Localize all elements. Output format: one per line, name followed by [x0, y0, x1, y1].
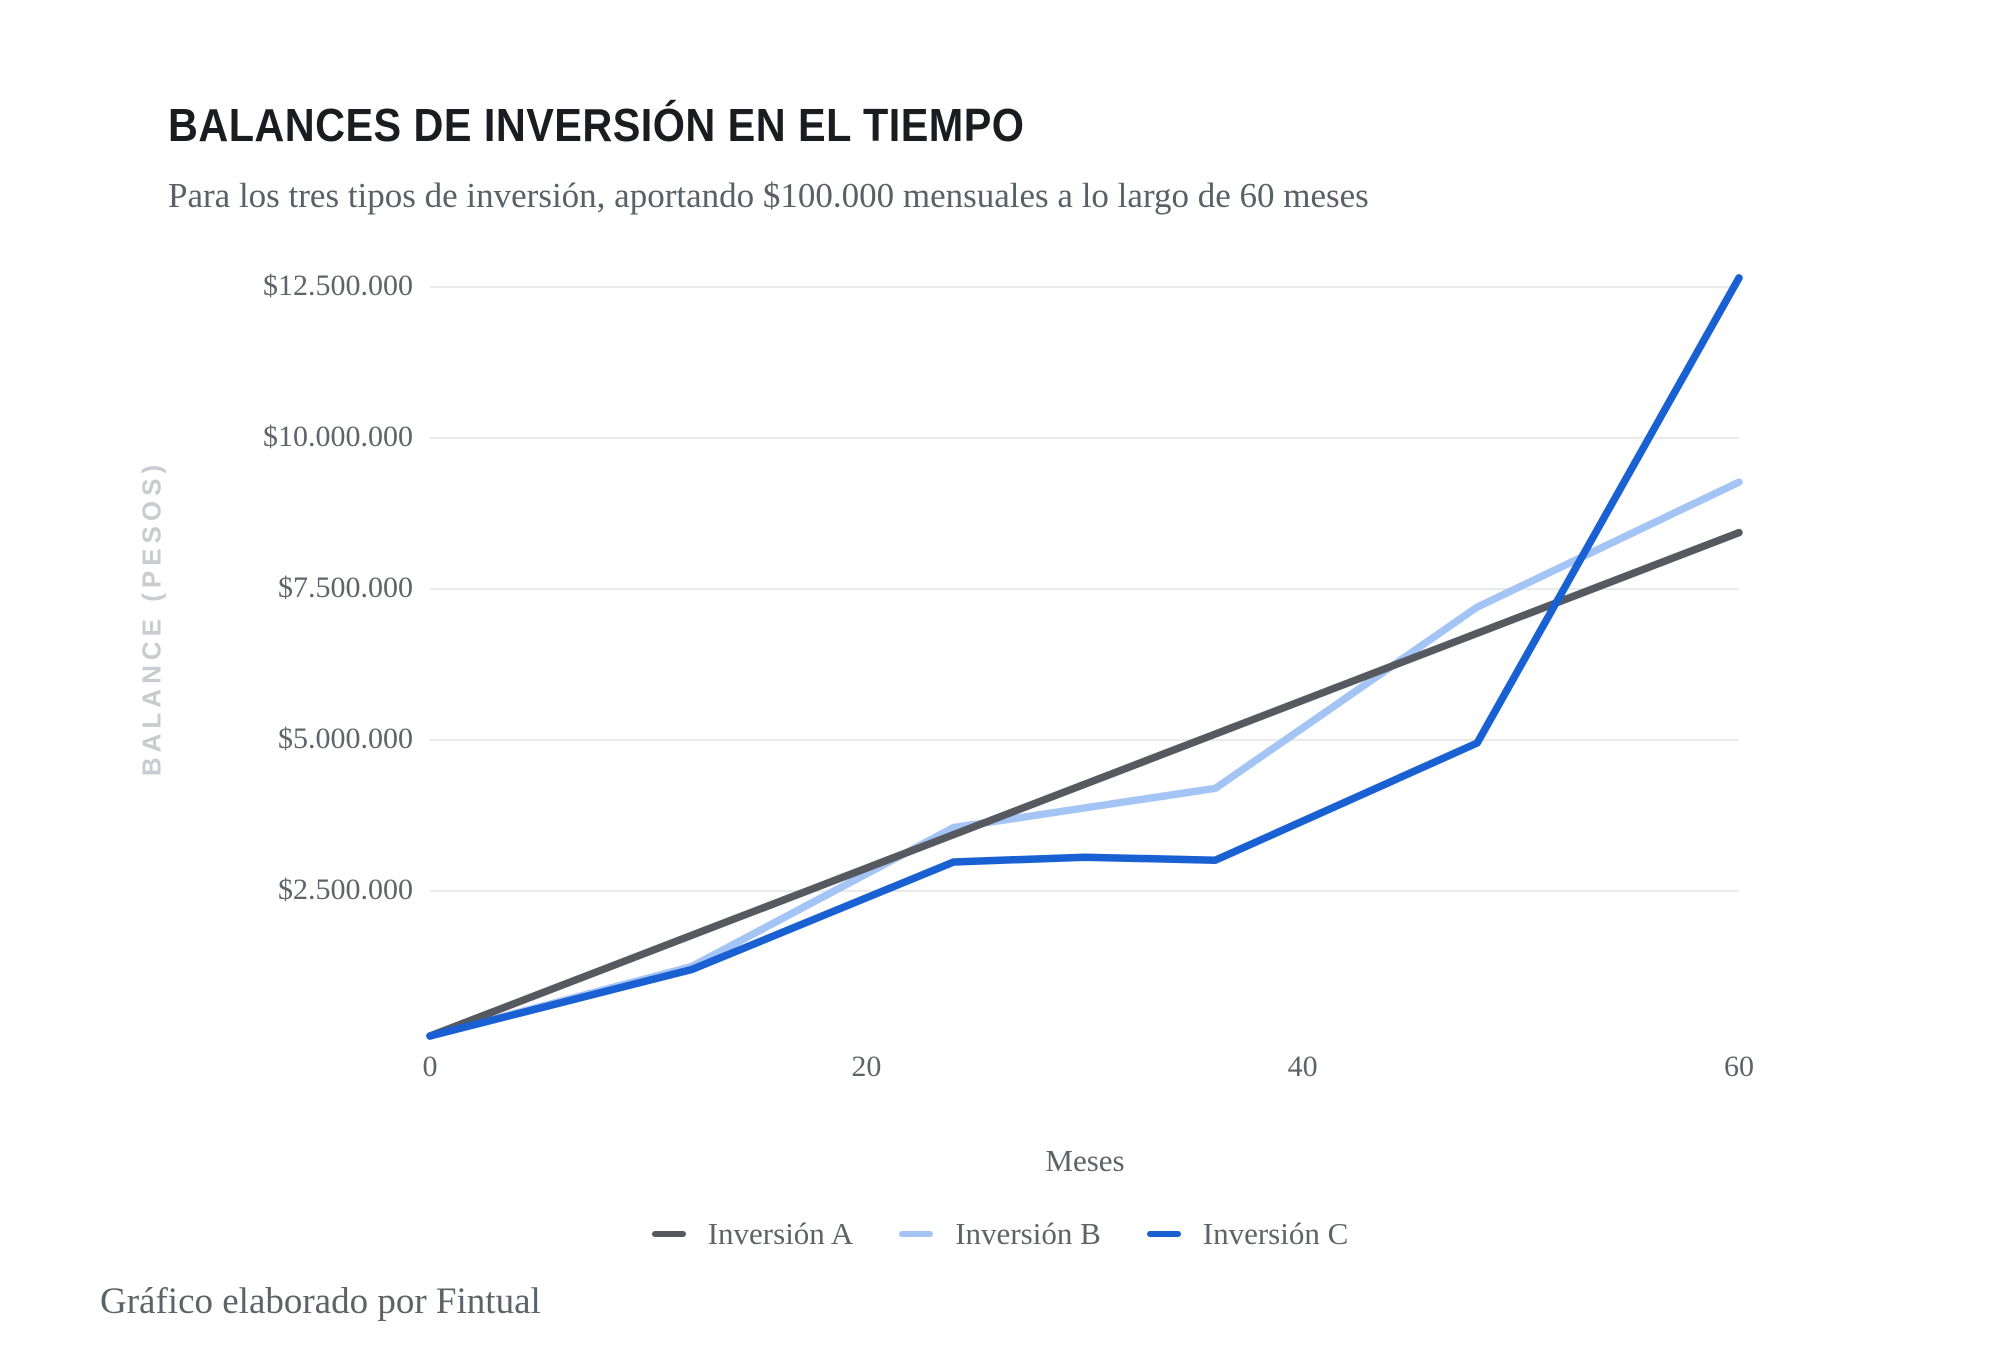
y-tick-label: $12.500.000 — [263, 269, 413, 302]
legend-label: Inversión B — [955, 1216, 1101, 1251]
y-tick-label: $5.000.000 — [278, 722, 413, 755]
legend-item-inversi-n-b: Inversión B — [899, 1216, 1101, 1252]
x-tick-label: 20 — [851, 1050, 882, 1083]
series-line-inversi-n-c — [426, 274, 1743, 1040]
series-line-inversi-n-a — [426, 528, 1743, 1040]
legend-label: Inversión A — [707, 1216, 854, 1251]
x-tick-label: 60 — [1724, 1050, 1754, 1083]
y-tick-label: $10.000.000 — [263, 420, 413, 453]
legend-item-inversi-n-c: Inversión C — [1146, 1216, 1349, 1252]
y-tick-label: $2.500.000 — [278, 873, 413, 906]
y-tick-label: $7.500.000 — [278, 571, 413, 604]
legend: Inversión A Inversión B Inversión C — [0, 1216, 2000, 1252]
x-axis-title: Meses — [1045, 1143, 1125, 1178]
series-line-inversi-n-b — [426, 478, 1743, 1040]
chart-subtitle: Para los tres tipos de inversión, aporta… — [168, 176, 1369, 215]
x-tick-label: 40 — [1287, 1050, 1318, 1083]
legend-item-inversi-n-a: Inversión A — [651, 1216, 854, 1252]
credit-text: Gráfico elaborado por Fintual — [100, 1281, 541, 1322]
chart-title: BALANCES DE INVERSIÓN EN EL TIEMPO — [168, 99, 1025, 151]
legend-label: Inversión C — [1202, 1216, 1349, 1251]
legend-dash-icon — [651, 1231, 686, 1237]
legend-dash-icon — [1146, 1231, 1181, 1237]
legend-dash-icon — [899, 1231, 934, 1237]
x-tick-label: 0 — [422, 1050, 438, 1083]
